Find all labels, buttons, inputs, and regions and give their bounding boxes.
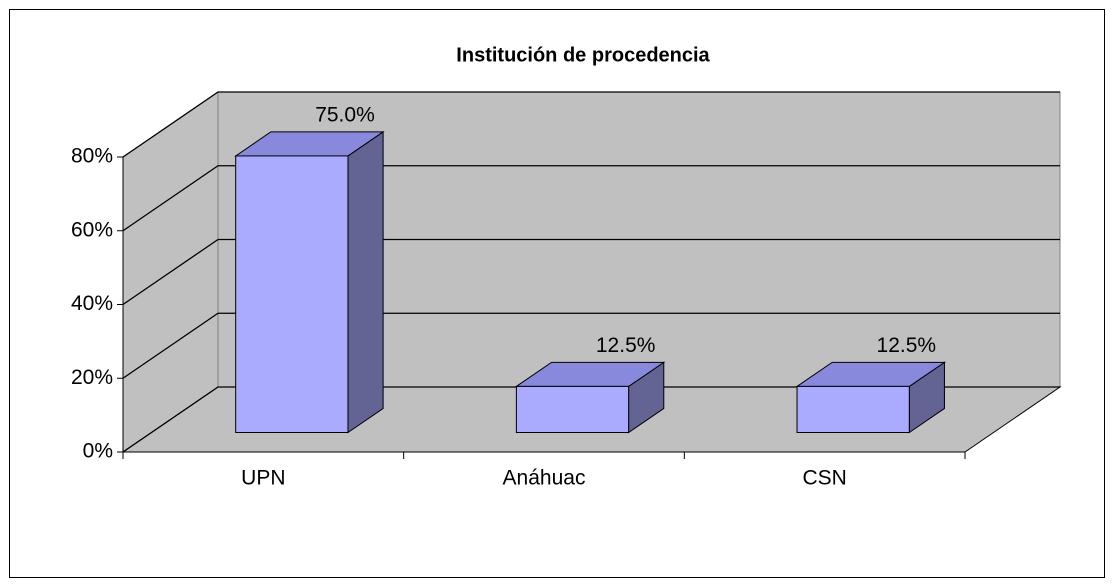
y-tick-label: 80% <box>71 145 113 168</box>
x-tick-label: CSN <box>802 467 846 490</box>
data-label: 12.5% <box>877 334 937 357</box>
grid-line <box>122 386 1060 453</box>
bar-side <box>347 130 384 434</box>
bar <box>235 155 349 433</box>
bar <box>796 385 910 433</box>
grid-line <box>122 312 1060 379</box>
data-label: 75.0% <box>315 103 375 126</box>
bar <box>515 385 630 433</box>
y-tick-label: 20% <box>71 366 113 389</box>
grid-line <box>122 165 1060 232</box>
grid-line <box>122 238 1060 306</box>
y-tick-label: 0% <box>83 440 113 463</box>
y-tick-label: 60% <box>71 218 113 241</box>
data-label: 12.5% <box>596 334 656 357</box>
y-tick-label: 40% <box>71 292 113 315</box>
x-tick-label: Anáhuac <box>503 467 586 490</box>
x-tick-label: UPN <box>241 467 285 490</box>
chart-title: Institución de procedencia <box>456 44 710 66</box>
grid-line <box>122 91 1060 158</box>
